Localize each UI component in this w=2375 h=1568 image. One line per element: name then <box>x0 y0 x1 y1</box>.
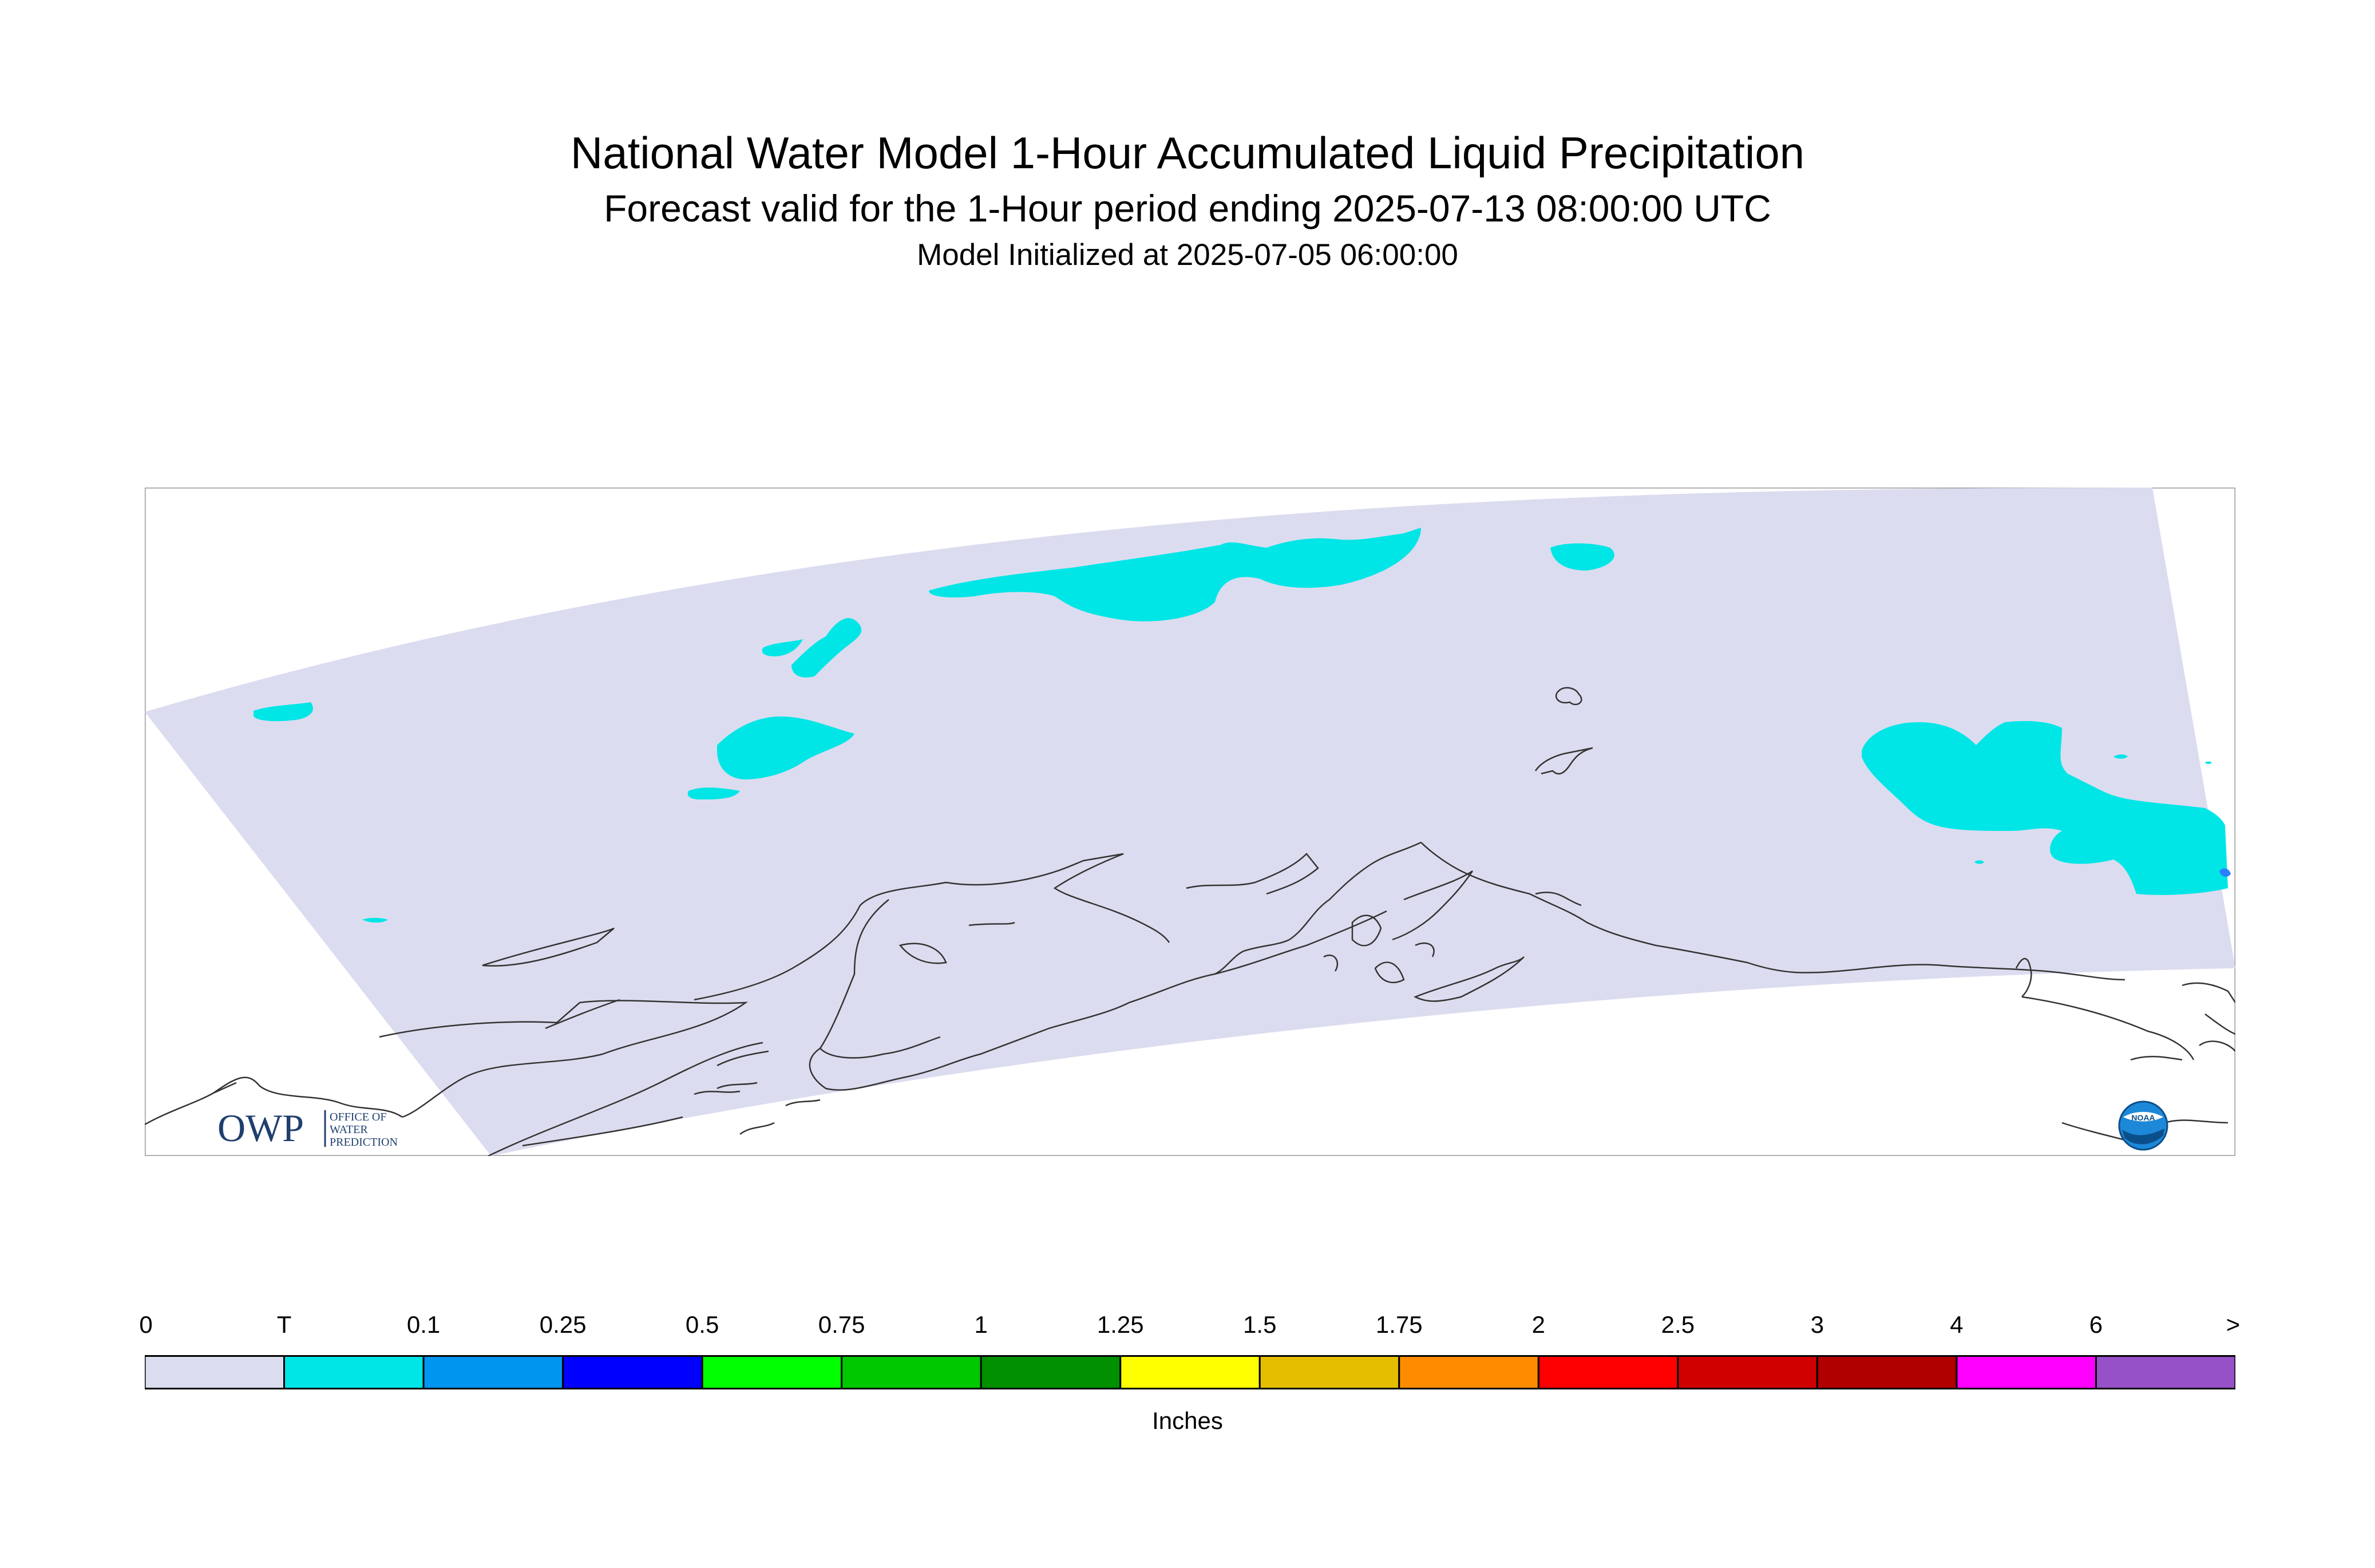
legend-swatch <box>1816 1355 1958 1389</box>
svg-text:OFFICE OF: OFFICE OF <box>330 1111 386 1123</box>
legend-swatch <box>422 1355 564 1389</box>
map-subtitle: Forecast valid for the 1-Hour period end… <box>604 187 1771 229</box>
legend-tick-label: 0.5 <box>685 1311 719 1338</box>
legend-swatch <box>283 1355 425 1389</box>
precipitation-map <box>145 488 2235 1156</box>
legend-tick-label: 0.75 <box>818 1311 865 1338</box>
legend-swatch <box>841 1355 982 1389</box>
legend-swatch <box>980 1355 1122 1389</box>
legend-tick-label: 1.5 <box>1243 1311 1277 1338</box>
light-rain-spot <box>2219 868 2231 877</box>
legend-swatch <box>701 1355 843 1389</box>
legend-tick-label: 2.5 <box>1661 1311 1695 1338</box>
legend-swatch <box>145 1355 286 1389</box>
legend-tick-label: 1.25 <box>1097 1311 1144 1338</box>
legend-swatch <box>1398 1355 1539 1389</box>
legend-swatch <box>1537 1355 1679 1389</box>
legend-tick-label: 4 <box>1950 1311 1964 1338</box>
model-domain <box>145 488 2235 1156</box>
legend-swatch <box>1258 1355 1400 1389</box>
legend-tick-label: T <box>276 1311 292 1338</box>
trace-precip-areas <box>254 528 2228 923</box>
legend-swatch <box>1119 1355 1261 1389</box>
legend-units: Inches <box>1152 1407 1223 1434</box>
legend-tick-label: 0.25 <box>539 1311 587 1338</box>
coastline <box>145 687 2235 1156</box>
legend-tick-label: 1.75 <box>1375 1311 1423 1338</box>
legend-tick-label: 6 <box>2089 1311 2103 1338</box>
legend-tick-label: 1 <box>974 1311 988 1338</box>
map-title: National Water Model 1-Hour Accumulated … <box>570 128 1805 178</box>
legend-tick-label: 3 <box>1810 1311 1824 1338</box>
legend-swatch <box>562 1355 703 1389</box>
owp-logo: OWP OFFICE OF WATER PREDICTION <box>217 1106 398 1149</box>
legend-swatch <box>1956 1355 2097 1389</box>
legend-tick-label: 0 <box>139 1311 153 1338</box>
legend-tick-label: 2 <box>1531 1311 1546 1338</box>
svg-text:NOAA: NOAA <box>2131 1113 2155 1122</box>
legend-tick-labels: 0 T 0.1 0.25 0.5 0.75 1 1.25 1.5 1.75 2 2.5 3 4 6 > <box>0 1310 2375 1345</box>
legend-tick-label: > <box>2226 1311 2241 1338</box>
svg-text:OWP: OWP <box>217 1106 304 1149</box>
svg-text:PREDICTION: PREDICTION <box>330 1136 398 1149</box>
legend-colorbar <box>145 1355 2235 1389</box>
legend-tick-label: 0.1 <box>406 1311 441 1338</box>
noaa-logo: NOAA <box>2118 1100 2168 1151</box>
init-time: Model Initialized at 2025-07-05 06:00:00 <box>917 238 1458 272</box>
legend-swatch <box>1677 1355 1818 1389</box>
legend-swatch <box>2095 1355 2235 1389</box>
svg-text:WATER: WATER <box>330 1123 368 1136</box>
